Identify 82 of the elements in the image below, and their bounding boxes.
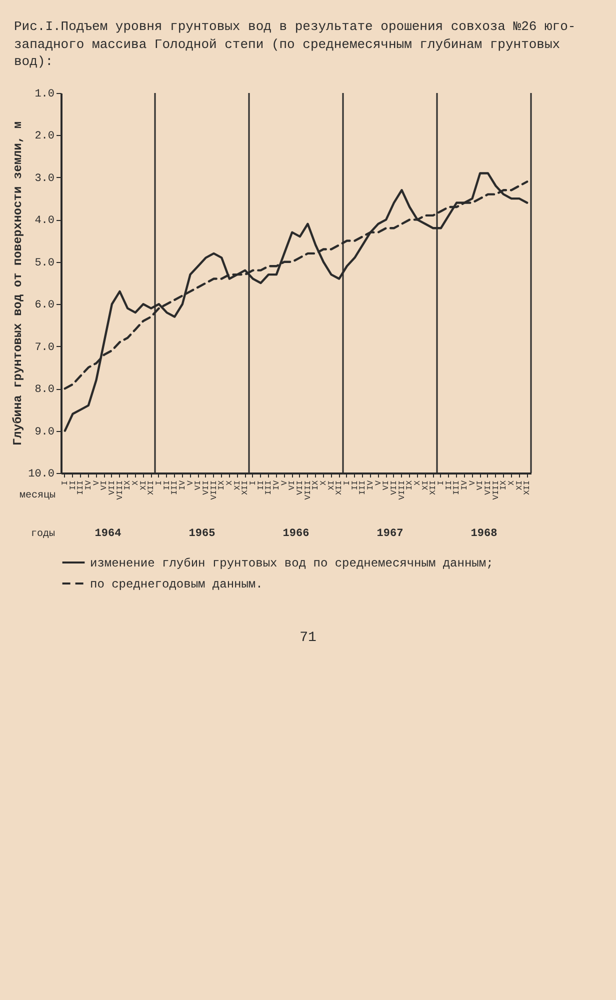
x-tick-label: IX (500, 480, 509, 490)
text: 1964 (94, 528, 122, 540)
chart-title: Рис.I.Подъем уровня грунтовых вод в результате орошения совхоза №26 юго-западного массива Голодной степи (по среднемесячным глубинам грунтовых вод): (13, 18, 577, 72)
x-tick-label: III (170, 480, 180, 495)
x-tick-label: VIII (116, 480, 125, 500)
x-tick-label: IV (84, 480, 94, 490)
x-tick-label: VI (382, 480, 392, 490)
x-tick-label: V (468, 480, 478, 485)
x-tick-label: V (280, 480, 290, 485)
y-tick-label: 3.0 (34, 172, 54, 185)
x-tick-label: V (186, 480, 196, 485)
x-tick-label: I (154, 480, 164, 485)
x-tick-label: XII (429, 480, 438, 495)
x-tick-label: XII (147, 480, 156, 495)
x-tick-label: VI (476, 480, 486, 490)
x-tick-label: IV (366, 480, 376, 490)
x-tick-label: X (319, 480, 328, 485)
x-tick-label: III (264, 480, 274, 495)
x-tick-label: III (358, 480, 368, 495)
x-tick-label: XI (421, 480, 430, 490)
x-tick-label: VI (194, 480, 204, 490)
y-axis-title: Глубина грунтовых вод от поверхности земли, м (11, 121, 26, 446)
x-tick-label: III (76, 480, 86, 495)
x-tick-label: XI (515, 480, 524, 490)
x-tick-label: I (248, 480, 258, 485)
text: 1965 (188, 528, 216, 540)
x-tick-label: IV (272, 480, 282, 490)
y-tick-label: 7.0 (34, 341, 54, 354)
y-tick-label: 10.0 (28, 468, 54, 480)
x-tick-label: VII (108, 480, 117, 495)
x-tick-label: III (452, 480, 462, 495)
x-tick-label: I (436, 480, 446, 485)
y-tick-label: 4.0 (34, 214, 54, 227)
x-tick-label: VIII (210, 480, 219, 500)
x-tick-label: IX (406, 480, 415, 490)
x-tick-label: VI (100, 480, 110, 490)
x-tick-label: XI (327, 480, 336, 490)
x-tick-label: VI (288, 480, 298, 490)
text: 1966 (282, 528, 310, 540)
legend-label: по среднегодовым данным. (90, 577, 263, 592)
x-tick-label: II (68, 480, 78, 490)
x-tick-label: VII (390, 480, 399, 495)
x-tick-label: VIII (304, 480, 313, 500)
x-tick-label: XII (523, 480, 532, 495)
x-tick-label: IX (312, 480, 321, 490)
x-tick-label: V (374, 480, 384, 485)
x-tick-label: VII (202, 480, 211, 495)
text: 71 (298, 628, 318, 646)
x-tick-label: IV (178, 480, 188, 490)
x-tick-label: II (256, 480, 266, 490)
y-tick-label: 2.0 (34, 130, 54, 142)
x-tick-label: XI (139, 480, 148, 490)
legend-label: изменение глубин грунтовых вод по среднемесячным данным; (90, 556, 494, 570)
x-tick-label: I (342, 480, 352, 485)
x-tick-label: X (413, 480, 422, 485)
x-axis-title: месяцы (19, 490, 56, 502)
x-tick-label: X (507, 480, 516, 485)
y-tick-label: 9.0 (34, 426, 54, 438)
x-tick-label: IX (124, 480, 133, 490)
text: 1968 (470, 528, 498, 540)
x-tick-label: V (92, 480, 102, 485)
x-tick-label: XII (241, 480, 250, 495)
x-tick-label: XII (335, 480, 344, 495)
x-tick-label: X (131, 480, 140, 485)
x-tick-label: VIII (492, 480, 501, 500)
x-tick-label: X (225, 480, 234, 485)
x-tick-label: II (162, 480, 172, 490)
x-tick-label: IX (218, 480, 227, 490)
y-tick-label: 6.0 (34, 299, 54, 312)
x-tick-label: I (60, 480, 70, 485)
y-tick-label: 5.0 (34, 257, 54, 270)
x-tick-label: VII (484, 480, 493, 495)
x-tick-label: VIII (398, 480, 407, 500)
x-tick-label: XI (233, 480, 242, 490)
text: годы (30, 528, 55, 540)
y-tick-label: 8.0 (34, 384, 54, 396)
x-tick-label: II (444, 480, 454, 490)
x-tick-label: IV (460, 480, 470, 490)
x-tick-label: VII (296, 480, 305, 495)
y-tick-label: 1.0 (34, 88, 54, 100)
x-tick-label: II (350, 480, 360, 490)
text: 1967 (376, 528, 404, 540)
